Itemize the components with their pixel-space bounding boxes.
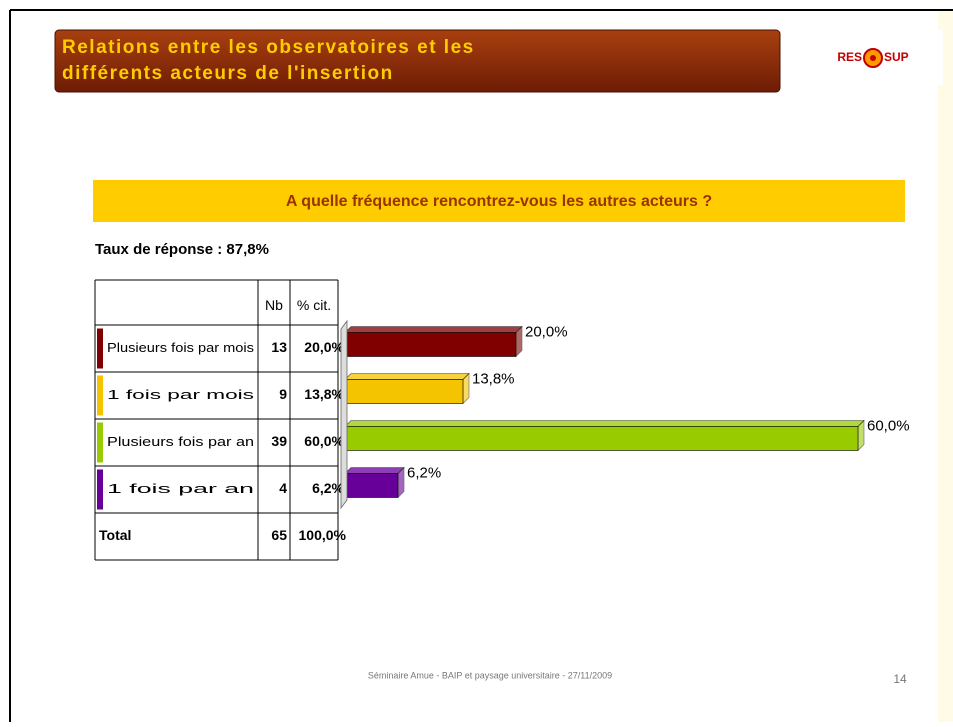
footer: Séminaire Amue - BAIP et paysage univers…	[368, 670, 612, 680]
bar-top	[344, 467, 405, 474]
axis-wall	[340, 319, 348, 510]
percent: 13,8%	[304, 386, 344, 402]
table-header: Nb	[265, 297, 283, 313]
row-marker	[97, 422, 103, 463]
bar-top	[344, 326, 523, 333]
logo-icon	[870, 55, 876, 61]
title-line: Relations entre les observatoires et les	[62, 37, 475, 58]
category-label: Plusieurs fois par mois	[107, 340, 255, 355]
title-line: différents acteurs de l'insertion	[62, 63, 394, 84]
bar	[344, 426, 859, 451]
row-marker	[97, 328, 103, 369]
count: 13	[271, 339, 287, 355]
total-count: 65	[271, 527, 287, 543]
count: 39	[271, 433, 287, 449]
value-label: 13,8%	[472, 370, 515, 387]
percent: 20,0%	[304, 339, 344, 355]
category-label: Plusieurs fois par an	[107, 434, 254, 449]
percent: 6,2%	[312, 480, 344, 496]
chart-title: A quelle fréquence rencontrez-vous les a…	[286, 193, 712, 210]
total-percent: 100,0%	[299, 527, 347, 543]
logo-text: SUP	[884, 50, 909, 64]
row-marker	[97, 375, 103, 416]
chart-area	[93, 180, 905, 562]
percent: 60,0%	[304, 433, 344, 449]
bar-top	[344, 373, 470, 380]
table-header: % cit.	[297, 297, 331, 313]
bar-top	[344, 420, 865, 427]
value-label: 6,2%	[407, 464, 441, 481]
bar	[344, 332, 517, 357]
bar	[344, 379, 464, 404]
category-label: 1 fois par mois	[107, 387, 255, 402]
value-label: 60,0%	[867, 417, 910, 434]
bars: 20,0% 13,8% 60,0% 6,2%	[340, 319, 910, 510]
table: Nb % cit. Plusieurs fois par mois 13 20,0% 1 …	[94, 279, 347, 561]
chart-subtitle: Taux de réponse : 87,8%	[95, 241, 269, 258]
category-label: 1 fois par an	[107, 481, 254, 496]
chart-header	[93, 180, 905, 222]
row-marker	[97, 469, 103, 510]
logo-text: RES	[837, 50, 862, 64]
slide-title: Relations entre les observatoires et les…	[62, 37, 475, 84]
bar	[344, 473, 399, 498]
value-label: 20,0%	[525, 323, 568, 340]
side-strip	[938, 10, 953, 722]
page-number: 14	[893, 672, 907, 686]
count: 4	[279, 480, 287, 496]
title-box	[54, 29, 781, 93]
count: 9	[279, 386, 287, 402]
total-label: Total	[99, 527, 131, 543]
logo	[828, 30, 943, 85]
